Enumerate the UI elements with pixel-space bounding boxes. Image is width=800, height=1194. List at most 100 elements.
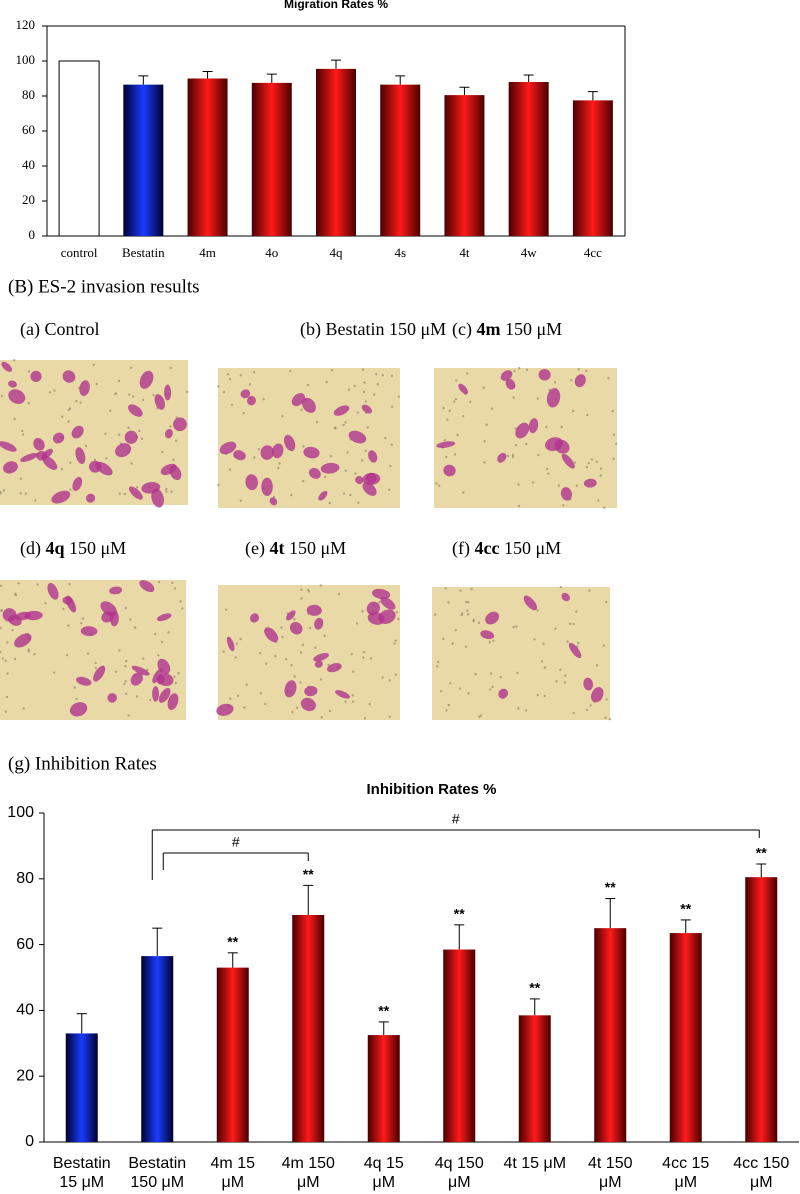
pore <box>131 395 135 398</box>
y-tick-label: 100 <box>7 804 34 821</box>
cell <box>291 393 305 407</box>
pore <box>448 409 451 413</box>
pore <box>553 381 557 384</box>
pore <box>293 618 296 621</box>
x-tick-label: 4q <box>330 245 344 260</box>
pore <box>585 708 589 712</box>
pore <box>354 472 357 475</box>
pore <box>390 405 394 408</box>
pore <box>477 621 481 624</box>
significance-label: ** <box>303 866 314 882</box>
pore <box>169 366 173 370</box>
y-tick-label: 20 <box>22 192 35 207</box>
pore <box>447 703 451 707</box>
pore <box>517 483 520 486</box>
pore <box>362 650 366 654</box>
pore <box>179 600 182 603</box>
pore <box>245 683 248 686</box>
pore <box>242 412 245 415</box>
pore <box>512 396 515 399</box>
pore <box>118 492 121 495</box>
pore <box>433 613 437 616</box>
cell <box>568 642 582 659</box>
pore <box>515 625 518 628</box>
pore <box>328 709 332 713</box>
significance-label: ** <box>454 906 465 922</box>
pore <box>69 461 72 464</box>
pore <box>599 474 602 477</box>
pore <box>531 481 535 484</box>
pore <box>93 458 97 462</box>
pore <box>4 710 8 713</box>
pore <box>442 406 445 410</box>
pore <box>104 432 107 435</box>
x-tick-label: 4t 150 <box>588 1155 633 1172</box>
pore <box>173 675 176 678</box>
pore <box>467 692 470 695</box>
cell <box>546 388 561 408</box>
pore <box>543 666 547 669</box>
pore <box>33 652 36 656</box>
pore <box>34 499 37 502</box>
pore <box>604 716 607 719</box>
pore <box>536 693 539 697</box>
pore <box>453 400 456 403</box>
pore <box>533 638 536 641</box>
photo <box>434 366 618 509</box>
cell <box>152 686 160 702</box>
pore <box>344 700 347 703</box>
bar <box>58 60 100 237</box>
cell <box>216 703 234 716</box>
pore <box>172 458 175 462</box>
pore <box>236 694 240 698</box>
cell <box>300 697 316 712</box>
bar <box>292 914 325 1142</box>
photo-label-part: 150 μM <box>284 538 346 558</box>
pore <box>4 659 7 663</box>
cell <box>286 610 296 621</box>
pore <box>67 420 70 423</box>
pore <box>512 625 515 629</box>
pore <box>333 426 337 430</box>
cell <box>139 580 155 593</box>
pore <box>315 420 319 424</box>
pore <box>0 626 2 630</box>
pore <box>491 685 494 689</box>
pore <box>397 617 400 621</box>
pore <box>615 442 618 445</box>
pore <box>517 707 520 710</box>
y-tick-label: 100 <box>16 52 36 67</box>
cell <box>139 370 154 389</box>
pore <box>157 654 160 657</box>
x-tick-label: 4t <box>459 245 470 260</box>
cell <box>2 608 17 622</box>
cell <box>173 417 187 432</box>
pore <box>443 439 446 442</box>
pore <box>13 657 17 661</box>
cell <box>591 687 604 703</box>
pore <box>465 372 469 375</box>
cell <box>289 622 303 635</box>
pore <box>464 645 468 648</box>
pore <box>469 400 472 404</box>
cell <box>151 488 164 508</box>
pore <box>0 491 2 494</box>
pore <box>369 657 373 660</box>
photo-label: (a) Control <box>20 319 99 340</box>
x-tick-label: μM <box>372 1174 395 1191</box>
pore <box>274 654 277 658</box>
photo-label: (e) 4t 150 μM <box>245 538 346 559</box>
pore <box>36 583 39 586</box>
cell <box>141 481 161 494</box>
cell <box>505 378 516 390</box>
cell <box>85 493 96 503</box>
pore <box>291 710 294 714</box>
pore <box>60 467 64 471</box>
significance-label: ** <box>680 901 691 917</box>
pore <box>222 390 226 394</box>
y-tick-label: 120 <box>16 17 36 32</box>
pore <box>376 383 379 386</box>
pore <box>234 656 238 659</box>
pore <box>177 672 180 675</box>
pore <box>138 429 141 433</box>
